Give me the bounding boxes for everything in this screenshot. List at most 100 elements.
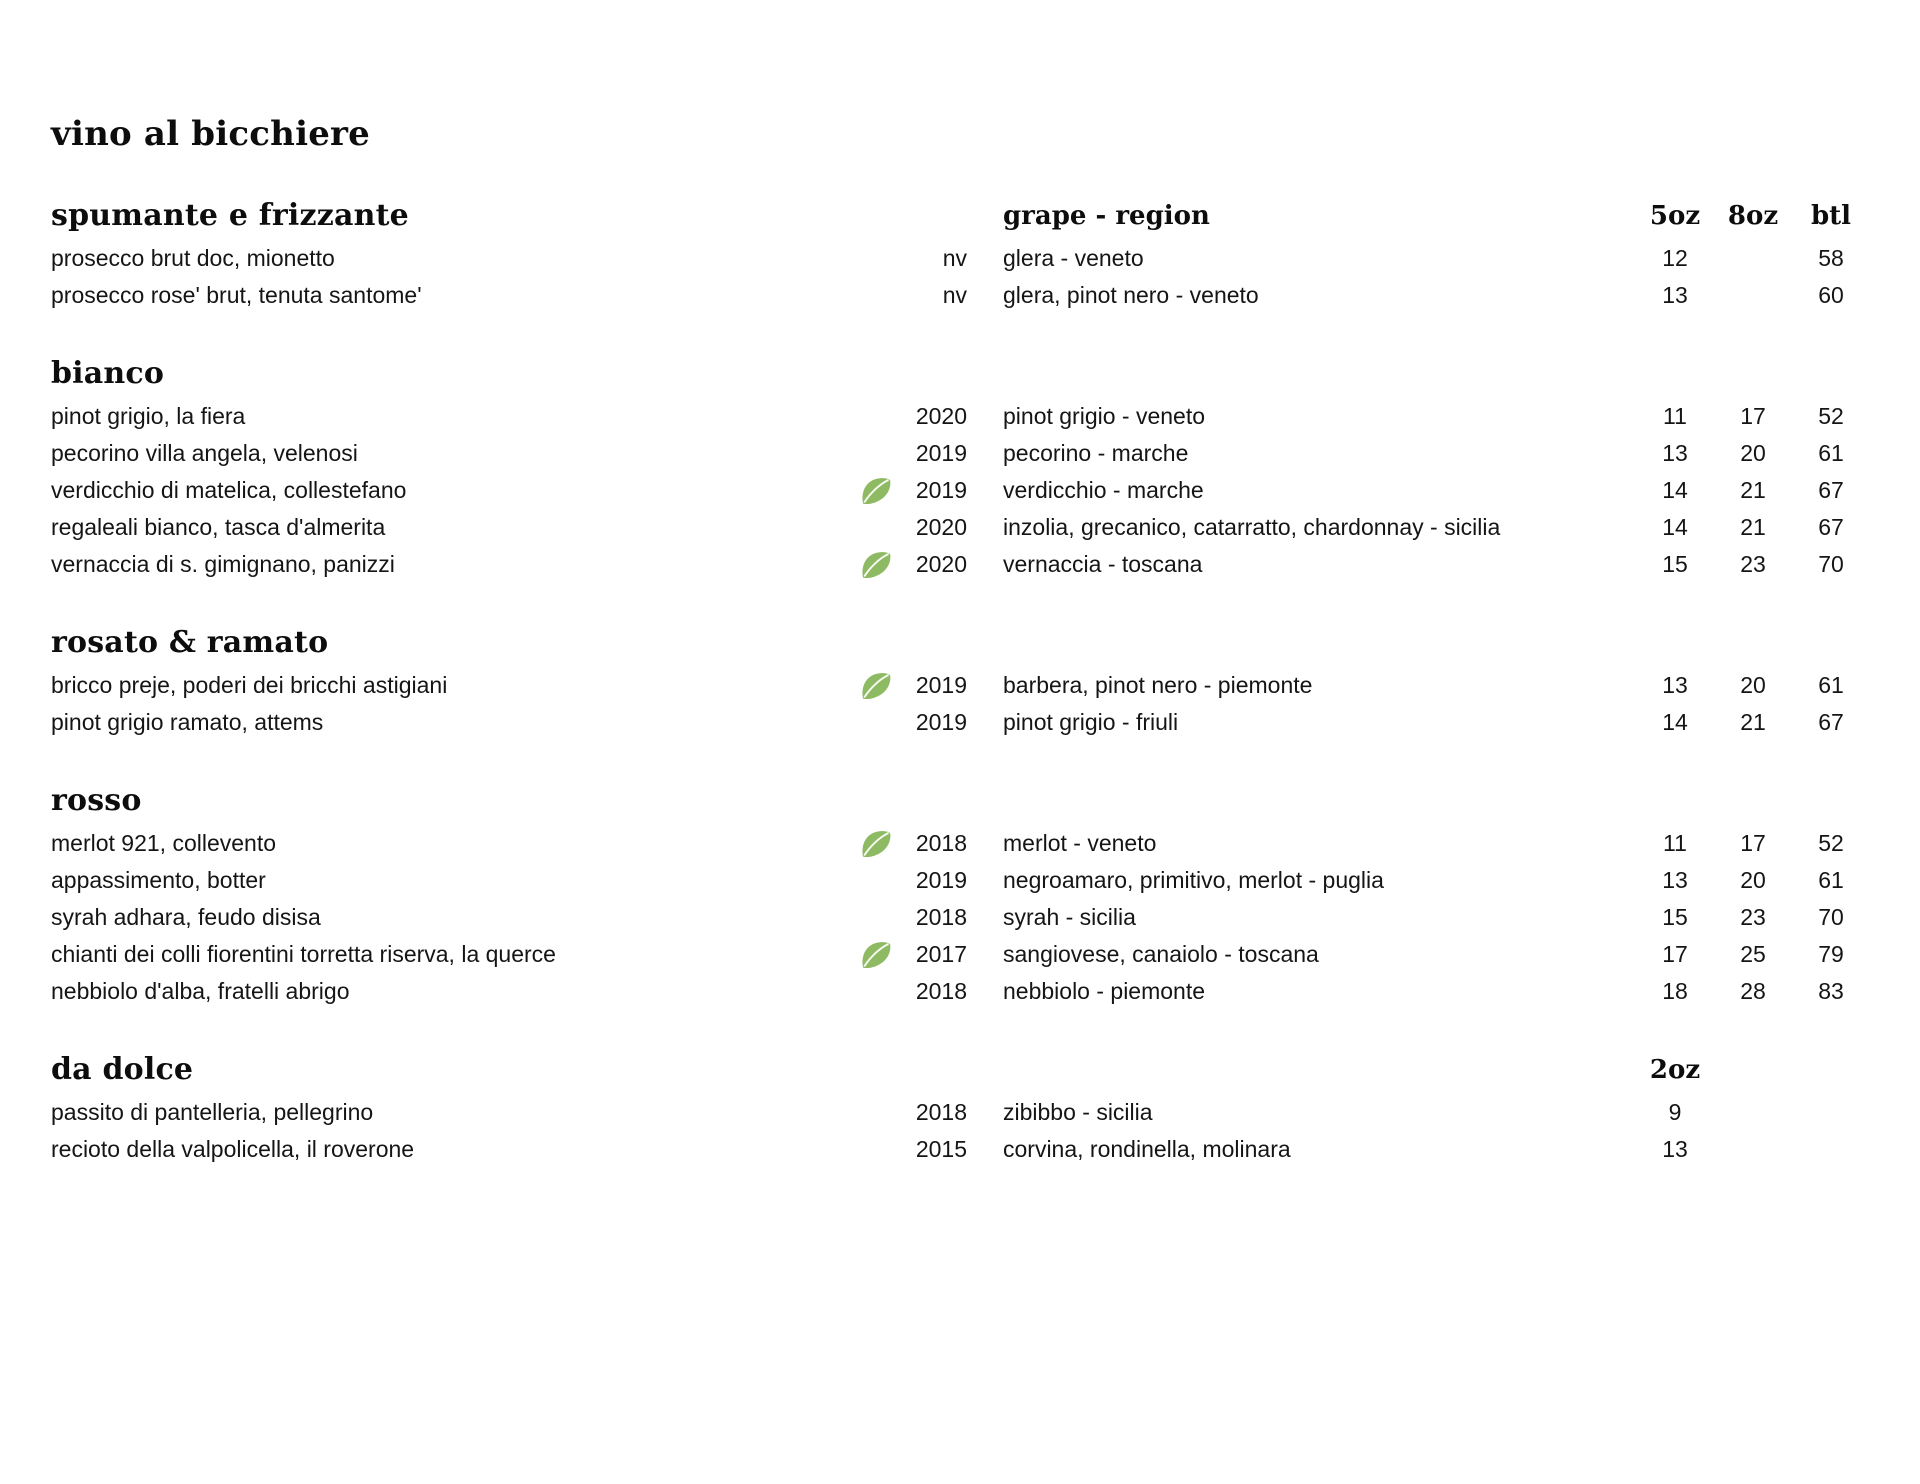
price-size2: 20 [1740,867,1766,893]
wine-vintage: 2017 [915,941,967,967]
wine-list-item: merlot 921, collevento 2018 merlot - venet… [51,825,1870,862]
price-bottle: 61 [1818,440,1844,466]
wine-vintage: 2019 [915,440,967,466]
price-size1: 9 [1668,1099,1682,1125]
wine-list-item: pinot grigio ramato, attems 2019 pinot gri… [51,704,1870,741]
menu-section-rosato-e-ramato: rosato & ramato bricco preje, poderi dei … [51,621,1870,741]
grape-region: pecorino - marche [1003,440,1189,466]
wine-vintage: nv [942,282,967,308]
wine-list-item: chianti dei colli fiorentini torretta ri… [51,936,1870,973]
leaf-column [859,548,903,582]
price-size1: 15 [1662,904,1688,930]
grape-region: nebbiolo - piemonte [1003,978,1206,1004]
price-size1: 13 [1662,867,1688,893]
wine-list-item: pinot grigio, la fiera 2020 pinot grigio -… [51,398,1870,435]
price-bottle: 52 [1818,830,1844,856]
leaf-column [859,669,903,703]
leaf-column [859,474,903,508]
grape-region: sangiovese, canaiolo - toscana [1003,941,1319,967]
wine-name: chianti dei colli fiorentini torretta ri… [51,941,556,967]
section-heading: rosso [51,783,142,818]
price-size2: 17 [1740,830,1766,856]
organic-leaf-icon [859,669,893,703]
grape-region: zibibbo - sicilia [1003,1099,1153,1125]
wine-vintage: 2020 [915,551,967,577]
price-bottle: 83 [1818,978,1844,1004]
price-size1: 13 [1662,1136,1688,1162]
wine-list-item: syrah adhara, feudo disisa 2018 syrah - si… [51,899,1870,936]
organic-leaf-icon [859,938,893,972]
wine-vintage: 2019 [915,867,967,893]
price-bottle: 67 [1818,514,1844,540]
page-title: vino al bicchiere [51,114,370,154]
wine-list-item: regaleali bianco, tasca d'almerita 2020 in… [51,509,1870,546]
wine-vintage: nv [942,245,967,271]
price-bottle: 70 [1818,904,1844,930]
wine-vintage: 2020 [915,403,967,429]
wine-list-item: passito di pantelleria, pellegrino 2018 zi… [51,1094,1870,1131]
menu-sections: spumante e frizzante grape - region 5oz 8oz… [51,194,1870,1168]
price-bottle: 79 [1818,941,1844,967]
wine-name: pecorino villa angela, velenosi [51,440,358,466]
wine-name: merlot 921, collevento [51,830,277,856]
price-bottle: 67 [1818,709,1844,735]
price-bottle: 61 [1818,867,1844,893]
wine-list-item: prosecco rose' brut, tenuta santome' nv gl… [51,277,1870,314]
price-size1: 14 [1662,514,1688,540]
wine-name: bricco preje, poderi dei bricchi astigia… [51,672,448,698]
price-size1: 13 [1662,672,1688,698]
price-size1: 18 [1662,978,1688,1004]
price-size2: 20 [1740,440,1766,466]
price-size1: 17 [1662,941,1688,967]
price-size2: 20 [1740,672,1766,698]
organic-leaf-icon [859,474,893,508]
price-size2: 25 [1740,941,1766,967]
wine-name: regaleali bianco, tasca d'almerita [51,514,386,540]
price-size1: 13 [1662,282,1688,308]
section-heading-row: spumante e frizzante grape - region 5oz 8oz… [51,194,1870,238]
wine-list-item: nebbiolo d'alba, fratelli abrigo 2018 nebb… [51,973,1870,1010]
price-bottle: 52 [1818,403,1844,429]
wine-list-item: recioto della valpolicella, il roverone 2… [51,1131,1870,1168]
wine-name: verdicchio di matelica, collestefano [51,477,407,503]
price-size2: 23 [1740,551,1766,577]
section-heading: bianco [51,356,165,391]
wine-name: prosecco brut doc, mionetto [51,245,335,271]
column-header-size1: 2oz [1649,1055,1701,1085]
wine-vintage: 2019 [915,709,967,735]
grape-region: syrah - sicilia [1003,904,1136,930]
wine-name: vernaccia di s. gimignano, panizzi [51,551,395,577]
menu-section-bianco: bianco pinot grigio, la fiera 2020 pinot gr… [51,352,1870,583]
price-size2: 21 [1740,477,1766,503]
section-heading-row: da dolce 2oz [51,1048,1870,1092]
leaf-column [859,827,903,861]
price-bottle: 61 [1818,672,1844,698]
price-size1: 11 [1663,403,1687,429]
grape-region: pinot grigio - veneto [1003,403,1206,429]
grape-region: merlot - veneto [1003,830,1157,856]
organic-leaf-icon [859,548,893,582]
grape-region: vernaccia - toscana [1003,551,1203,577]
grape-region: pinot grigio - friuli [1003,709,1179,735]
grape-region: glera - veneto [1003,245,1144,271]
wine-name: nebbiolo d'alba, fratelli abrigo [51,978,350,1004]
grape-region: inzolia, grecanico, catarratto, chardonn… [1003,514,1501,540]
wine-list-item: pecorino villa angela, velenosi 2019 pecor… [51,435,1870,472]
organic-leaf-icon [859,827,893,861]
wine-list-item: appassimento, botter 2019 negroamaro, prim… [51,862,1870,899]
grape-region: verdicchio - marche [1003,477,1204,503]
grape-region: negroamaro, primitivo, merlot - puglia [1003,867,1384,893]
price-size1: 12 [1662,245,1688,271]
column-header-grape-region: grape - region [1003,201,1210,231]
menu-section-spumante-e-frizzante: spumante e frizzante grape - region 5oz 8oz… [51,194,1870,314]
wine-vintage: 2020 [915,514,967,540]
wine-vintage: 2019 [915,477,967,503]
menu-section-rosso: rosso merlot 921, collevento 2018 merlot - … [51,779,1870,1010]
grape-region: corvina, rondinella, molinara [1003,1136,1291,1162]
wine-name: prosecco rose' brut, tenuta santome' [51,282,422,308]
grape-region: barbera, pinot nero - piemonte [1003,672,1313,698]
price-bottle: 67 [1818,477,1844,503]
price-size2: 23 [1740,904,1766,930]
section-heading: spumante e frizzante [51,198,409,233]
wine-vintage: 2018 [915,830,967,856]
